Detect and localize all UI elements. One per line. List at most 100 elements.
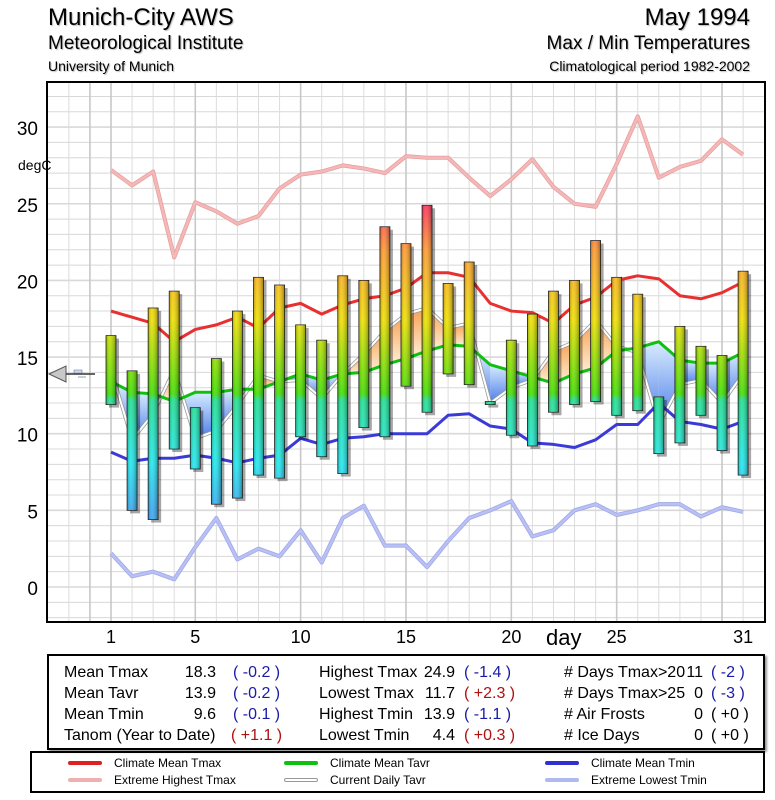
stat-label: # Air Frosts bbox=[564, 706, 645, 723]
stat-row: Mean Tmin 9.6 ( -0.1 ) bbox=[64, 704, 284, 725]
bar-shading bbox=[548, 291, 559, 413]
stat-value: 0 bbox=[694, 727, 703, 744]
bar-shading bbox=[569, 280, 580, 405]
stat-anomaly: ( -3 ) bbox=[711, 685, 745, 702]
stat-row: # Days Tmax>25 0 ( -3 ) bbox=[564, 683, 759, 704]
stat-row: Lowest Tmax 11.7 ( +2.3 ) bbox=[319, 683, 529, 704]
daily-range-bar bbox=[421, 204, 436, 416]
stat-anomaly: ( +0 ) bbox=[711, 727, 749, 744]
x-tick-label: 10 bbox=[291, 627, 311, 647]
stat-label: Mean Tmin bbox=[64, 706, 144, 723]
bar-shading bbox=[358, 280, 369, 428]
legend-swatch bbox=[284, 761, 318, 765]
stat-value: 24.9 bbox=[423, 664, 455, 681]
chart-legend: Climate Mean Tmax Extreme Highest Tmax C… bbox=[30, 751, 765, 793]
legend-swatch bbox=[68, 778, 102, 782]
stat-label: # Days Tmax>20 bbox=[564, 664, 686, 681]
bar-shading bbox=[590, 240, 601, 402]
stat-value: 4.4 bbox=[432, 727, 455, 744]
stat-value: 13.9 bbox=[184, 685, 216, 702]
daily-bars bbox=[105, 204, 752, 523]
bar-shading bbox=[674, 326, 685, 443]
stat-value: 13.9 bbox=[423, 706, 455, 723]
stat-row: # Days Tmax>20 11 ( -2 ) bbox=[564, 662, 759, 683]
stat-anomaly: ( +1.1 ) bbox=[231, 727, 283, 744]
bar-shading bbox=[506, 340, 517, 436]
stat-label: Lowest Tmax bbox=[319, 685, 414, 702]
x-tick-label: 15 bbox=[396, 627, 416, 647]
daily-range-bar bbox=[653, 396, 667, 457]
x-tick-label: 20 bbox=[501, 627, 521, 647]
plot-frame bbox=[46, 81, 766, 623]
daily-range-bar bbox=[463, 261, 478, 388]
y-tick-label: 30 bbox=[17, 119, 38, 140]
legend-label: Extreme Highest Tmax bbox=[114, 773, 236, 787]
y-tick-label: 5 bbox=[27, 502, 38, 523]
stat-label: # Days Tmax>25 bbox=[564, 685, 686, 702]
stat-row: Mean Tmax 18.3 ( -0.2 ) bbox=[64, 662, 284, 683]
stat-label: Tanom (Year to Date) bbox=[64, 727, 216, 744]
station-title: Munich-City AWS bbox=[48, 4, 234, 31]
bar-shading bbox=[316, 340, 327, 457]
stat-value: 11.7 bbox=[425, 685, 455, 702]
university-title: University of Munich bbox=[48, 58, 175, 74]
daily-range-bar bbox=[505, 339, 520, 439]
bar-shading bbox=[169, 291, 180, 450]
stat-anomaly: ( -1.1 ) bbox=[464, 706, 512, 723]
extreme-highest-tmax-line bbox=[110, 115, 744, 259]
bar-shading bbox=[717, 355, 728, 451]
bar-shading bbox=[295, 324, 306, 437]
y-axis-ticks: 0 5 10 15 20 25 30 bbox=[17, 119, 38, 600]
bar-shading bbox=[148, 307, 159, 520]
bar-shading bbox=[337, 275, 348, 474]
y-tick-label: 10 bbox=[17, 426, 38, 447]
stat-anomaly: ( -2 ) bbox=[711, 664, 745, 681]
daily-range-bar bbox=[105, 335, 119, 408]
bar-shading bbox=[232, 311, 243, 499]
daily-range-bar bbox=[274, 284, 288, 482]
x-tick-label: 5 bbox=[190, 627, 200, 647]
stat-row: # Air Frosts 0 ( +0 ) bbox=[564, 704, 759, 725]
daily-range-bar bbox=[632, 293, 646, 414]
year-anomaly-marker-icon bbox=[47, 365, 95, 383]
bar-shading bbox=[106, 335, 116, 405]
bar-shading bbox=[274, 284, 285, 479]
stat-anomaly: ( +2.3 ) bbox=[464, 685, 516, 702]
institute-title: Meteorological Institute bbox=[48, 33, 244, 54]
stats-column-extremes: Highest Tmax 24.9 ( -1.4 ) Lowest Tmax 11.7… bbox=[319, 662, 529, 746]
stat-label: Mean Tmax bbox=[64, 664, 149, 681]
x-axis-label: day bbox=[546, 625, 581, 650]
bar-shading bbox=[190, 407, 201, 469]
stat-anomaly: ( +0 ) bbox=[711, 706, 749, 723]
climatological-period: Climatological period 1982-2002 bbox=[549, 58, 750, 74]
stat-row: Highest Tmax 24.9 ( -1.4 ) bbox=[319, 662, 529, 683]
daily-range-bar bbox=[484, 401, 499, 408]
bar-shading bbox=[695, 346, 706, 416]
x-tick-label: 31 bbox=[733, 627, 753, 647]
bar-shading bbox=[485, 401, 496, 405]
bar-shading bbox=[464, 262, 475, 385]
daily-range-bar bbox=[737, 270, 752, 479]
stat-label: Highest Tmax bbox=[319, 664, 418, 681]
stat-value: 0 bbox=[694, 685, 703, 702]
stat-anomaly: ( -0.1 ) bbox=[233, 706, 281, 723]
bar-shading bbox=[422, 205, 433, 413]
daily-range-bar bbox=[232, 310, 246, 502]
y-tick-label: 20 bbox=[17, 272, 38, 293]
stat-value: 0 bbox=[694, 706, 703, 723]
legend-label: Climate Mean Tmin bbox=[591, 756, 695, 770]
month-title: May 1994 bbox=[644, 4, 750, 31]
stats-column-counts: # Days Tmax>20 11 ( -2 ) # Days Tmax>25 0 ( … bbox=[564, 662, 759, 746]
x-tick-label: 25 bbox=[607, 627, 627, 647]
stat-label: Highest Tmin bbox=[319, 706, 413, 723]
daily-range-bar bbox=[253, 276, 267, 479]
stat-value: 11 bbox=[686, 664, 703, 681]
bar-shading bbox=[211, 358, 222, 505]
daily-range-bar bbox=[379, 226, 393, 440]
daily-range-bar bbox=[337, 275, 351, 477]
stat-row: Lowest Tmin 4.4 ( +0.3 ) bbox=[319, 725, 529, 746]
y-tick-label: 25 bbox=[17, 196, 38, 217]
stat-anomaly: ( -0.2 ) bbox=[233, 664, 281, 681]
y-axis-label: degC bbox=[18, 157, 51, 173]
